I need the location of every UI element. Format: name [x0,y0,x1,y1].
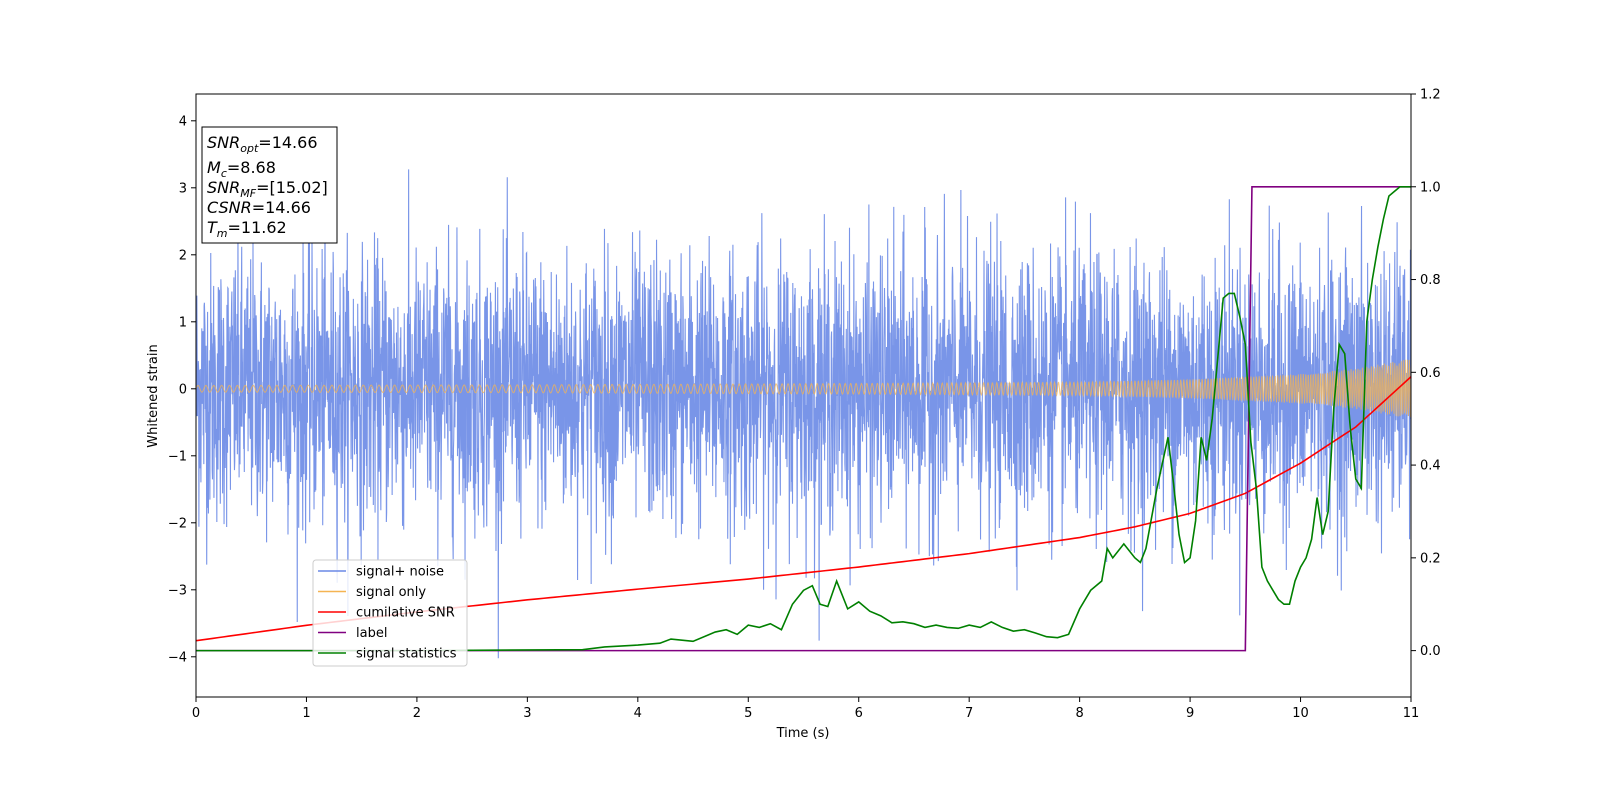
y2-tick-label: 0.6 [1420,366,1441,381]
legend-label: cumilative SNR [356,606,455,621]
y-tick-label: 3 [179,181,187,196]
y2-ticks: 0.0 0.2 0.4 0.6 0.8 1.0 1.2 [1411,88,1441,659]
legend-label: signal statistics [356,647,457,662]
y-tick-label: 0 [179,382,187,397]
stat-line: Tm=11.62 [207,218,287,240]
x-tick-label: 8 [1075,706,1083,721]
y-axis-label: Whitened strain [146,344,161,447]
legend-label: signal+ noise [356,565,444,580]
x-tick-label: 9 [1186,706,1194,721]
x-ticks: 0 1 2 3 4 5 6 7 8 9 10 11 [192,697,1419,721]
series-signal-statistics [196,185,1411,652]
x-tick-label: 7 [965,706,973,721]
stat-line: Mc=8.68 [207,158,276,180]
stat-line: SNRMF=[15.02] [207,178,328,200]
y2-tick-label: 0.2 [1420,551,1441,566]
series-label [196,185,1411,652]
x-tick-label: 5 [744,706,752,721]
y2-tick-label: 1.2 [1420,88,1441,103]
y2-tick-label: 1.0 [1420,180,1441,195]
legend: signal+ noise signal only cumilative SNR la… [312,559,468,667]
y-tick-label: −3 [168,583,187,598]
legend-label: signal only [356,585,426,600]
stats-box: SNRopt=14.66 Mc=8.68SNRMF=[15.02]CSNR=14.… [201,126,338,244]
y-tick-label: −4 [168,650,187,665]
x-tick-label: 1 [302,706,310,721]
stats-lines: SNRopt=14.66 Mc=8.68SNRMF=[15.02]CSNR=14.… [207,133,328,240]
x-tick-label: 10 [1292,706,1309,721]
x-tick-label: 2 [413,706,421,721]
y-ticks: −4 −3 −2 −1 0 1 2 3 4 [168,114,196,665]
x-axis-label: Time (s) [776,726,830,741]
plot-frame [195,93,1412,698]
y2-tick-label: 0.0 [1420,644,1441,659]
y-tick-label: 2 [179,248,187,263]
x-tick-label: 4 [634,706,642,721]
stat-line: CSNR=14.66 [207,198,311,217]
legend-frame [312,559,468,667]
x-tick-label: 11 [1403,706,1420,721]
x-tick-label: 0 [192,706,200,721]
series-signal-only [196,359,1411,418]
y-tick-label: 1 [179,315,187,330]
x-tick-label: 6 [855,706,863,721]
y2-tick-label: 0.8 [1420,273,1441,288]
y-tick-label: −2 [168,516,187,531]
legend-entries: signal+ noise signal only cumilative SNR la… [318,565,457,662]
y2-tick-label: 0.4 [1420,459,1441,474]
stat-line: SNRopt=14.66 [207,133,318,155]
y-tick-label: 4 [179,114,187,129]
stats-box-frame [201,126,338,244]
x-tick-label: 3 [523,706,531,721]
legend-label: label [356,626,387,641]
y-tick-label: −1 [168,449,187,464]
